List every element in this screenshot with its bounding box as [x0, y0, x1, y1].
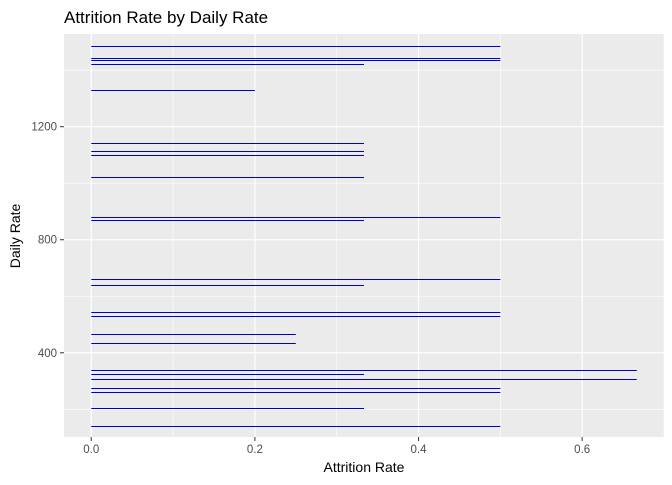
- x-tick-label: 0.0: [83, 444, 99, 456]
- y-tick-label: 1200: [31, 122, 57, 134]
- y-tick-label: 400: [38, 348, 57, 360]
- chart-title: Attrition Rate by Daily Rate: [64, 8, 268, 27]
- y-axis-title: Daily Rate: [7, 204, 23, 269]
- x-tick-label: 0.6: [574, 444, 590, 456]
- x-tick-label: 0.4: [411, 444, 428, 456]
- grid-layer: [64, 34, 665, 437]
- y-tick-label: 800: [38, 235, 57, 247]
- bars-layer: [91, 46, 637, 427]
- x-axis-title: Attrition Rate: [324, 459, 405, 475]
- x-tick-label: 0.2: [247, 444, 263, 456]
- plot-panel: [64, 34, 664, 437]
- axis-layer: 0.0 0.2 0.4 0.6 400 800 1200: [31, 122, 590, 456]
